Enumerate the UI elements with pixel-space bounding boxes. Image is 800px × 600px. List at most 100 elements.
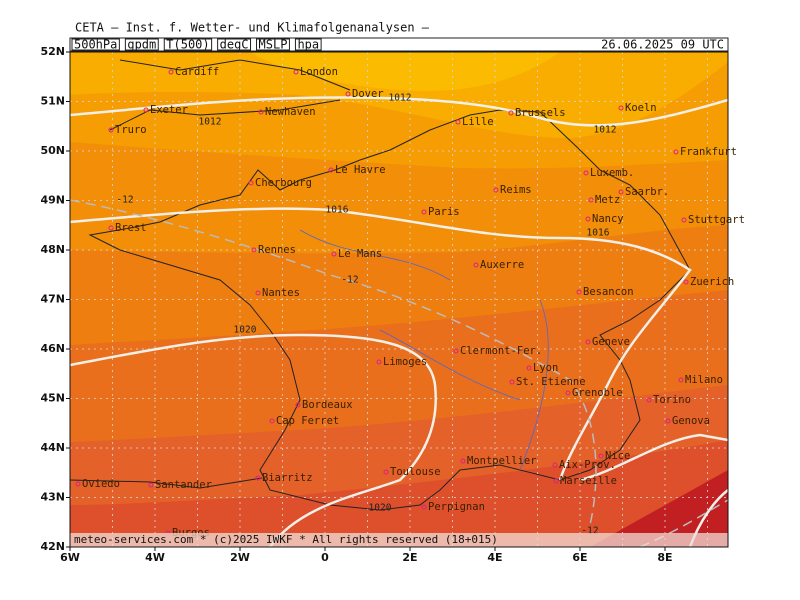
city-marker bbox=[565, 390, 571, 396]
city-marker bbox=[455, 119, 461, 125]
city-marker bbox=[585, 339, 591, 345]
city-label: Torino bbox=[653, 394, 691, 406]
city-label: Koeln bbox=[625, 102, 657, 114]
header-field-box bbox=[71, 38, 120, 51]
lat-label: 52N bbox=[40, 45, 65, 58]
city-marker bbox=[421, 504, 427, 510]
city-marker bbox=[328, 167, 334, 173]
lon-label: 4W bbox=[145, 551, 165, 564]
city-marker bbox=[509, 379, 515, 385]
city-label: Saarbr. bbox=[625, 186, 669, 198]
header-bar bbox=[69, 37, 729, 52]
contour-label: 1012 bbox=[199, 117, 222, 128]
footer-bar bbox=[70, 533, 728, 547]
city-marker bbox=[376, 359, 382, 365]
header-field-box bbox=[217, 38, 252, 51]
city-marker bbox=[295, 402, 301, 408]
header-field: hpa bbox=[297, 38, 319, 52]
city-marker bbox=[552, 462, 558, 468]
city-label: Lille bbox=[462, 116, 494, 128]
city-label: Reims bbox=[500, 184, 532, 196]
city-marker bbox=[665, 418, 671, 424]
header-field-box bbox=[124, 38, 159, 51]
lat-label: 47N bbox=[40, 293, 65, 306]
city-marker bbox=[583, 170, 589, 176]
city-marker bbox=[251, 247, 257, 253]
city-label: Besancon bbox=[583, 286, 634, 298]
contour-label: -12 bbox=[581, 526, 598, 537]
city-marker bbox=[673, 149, 679, 155]
city-marker bbox=[618, 105, 624, 111]
city-marker bbox=[345, 91, 351, 97]
city-label: Biarritz bbox=[262, 472, 313, 484]
contour-label: -12 bbox=[116, 195, 133, 206]
lat-label: 42N bbox=[40, 540, 65, 553]
city-label: St. Etienne bbox=[516, 376, 586, 388]
contour-label: 1016 bbox=[326, 205, 349, 216]
band bbox=[250, 52, 560, 91]
map-lines bbox=[70, 59, 728, 547]
city-marker bbox=[646, 397, 652, 403]
city-marker bbox=[588, 197, 594, 203]
header-field: T(500) bbox=[166, 38, 209, 52]
city-marker bbox=[108, 225, 114, 231]
city-label: Montpellier bbox=[467, 455, 537, 467]
city-label: Geneve bbox=[592, 336, 630, 348]
isotherm bbox=[70, 199, 728, 547]
header-field: MSLP bbox=[259, 38, 288, 52]
city-label: Perpignan bbox=[428, 501, 485, 513]
isobar bbox=[70, 96, 728, 127]
contour-label: 1020 bbox=[369, 503, 392, 514]
lat-label: 45N bbox=[40, 392, 65, 405]
city-label: Marseille bbox=[560, 475, 617, 487]
city-label: Aix-Prov. bbox=[559, 459, 616, 471]
city-marker bbox=[678, 377, 684, 383]
lon-label: 8E bbox=[657, 551, 672, 564]
city-label: London bbox=[300, 66, 338, 78]
city-label: Exeter bbox=[150, 104, 188, 116]
header-title: CETA — Inst. f. Wetter- und Klimafolgena… bbox=[75, 21, 430, 35]
lat-label: 44N bbox=[40, 441, 65, 454]
city-label: Milano bbox=[685, 374, 723, 386]
city-label: Nice bbox=[605, 450, 630, 462]
contour-label: 1012 bbox=[594, 125, 617, 136]
city-label: Genova bbox=[672, 415, 710, 427]
city-marker bbox=[585, 216, 591, 222]
header-datetime: 26.06.2025 09 UTC bbox=[601, 38, 724, 52]
contour-label: 1012 bbox=[389, 93, 412, 104]
lon-label: 6E bbox=[572, 551, 587, 564]
city-marker bbox=[293, 69, 299, 75]
lat-label: 49N bbox=[40, 194, 65, 207]
city-marker bbox=[258, 109, 264, 115]
river bbox=[299, 229, 549, 471]
city-label: Zuerich bbox=[690, 276, 734, 288]
lat-label: 48N bbox=[40, 243, 65, 256]
header-field: gpdm bbox=[127, 38, 156, 52]
city-label: Cardiff bbox=[175, 66, 219, 78]
city-label: Metz bbox=[595, 194, 620, 206]
city-label: Lyon bbox=[533, 362, 558, 374]
contour-labels: 1012 1012 1012 1016 1016 1020 1020 -12 -12 -12 bbox=[116, 93, 616, 537]
footer: meteo-services.com * (c)2025 IWKF * All … bbox=[74, 533, 498, 546]
city-label: Brest bbox=[115, 222, 147, 234]
city-label: Luxemb. bbox=[590, 167, 634, 179]
contour-label: 1020 bbox=[234, 325, 257, 336]
map-frame bbox=[69, 51, 729, 548]
field-bands bbox=[70, 52, 728, 547]
lat-label: 46N bbox=[40, 342, 65, 355]
city-marker bbox=[143, 107, 149, 113]
city-label: Dover bbox=[352, 88, 384, 100]
lat-label: 51N bbox=[40, 95, 65, 108]
header-field-box bbox=[163, 38, 213, 51]
city-marker bbox=[383, 469, 389, 475]
lat-label: 43N bbox=[40, 491, 65, 504]
city-marker bbox=[493, 187, 499, 193]
city-label: Paris bbox=[428, 206, 460, 218]
city-label: Clermont-Fer. bbox=[460, 345, 542, 357]
city-label: Grenoble bbox=[572, 387, 623, 399]
city-marker bbox=[576, 289, 582, 295]
city-marker bbox=[453, 348, 459, 354]
city-marker bbox=[255, 290, 261, 296]
city-label: Santander bbox=[155, 479, 212, 491]
